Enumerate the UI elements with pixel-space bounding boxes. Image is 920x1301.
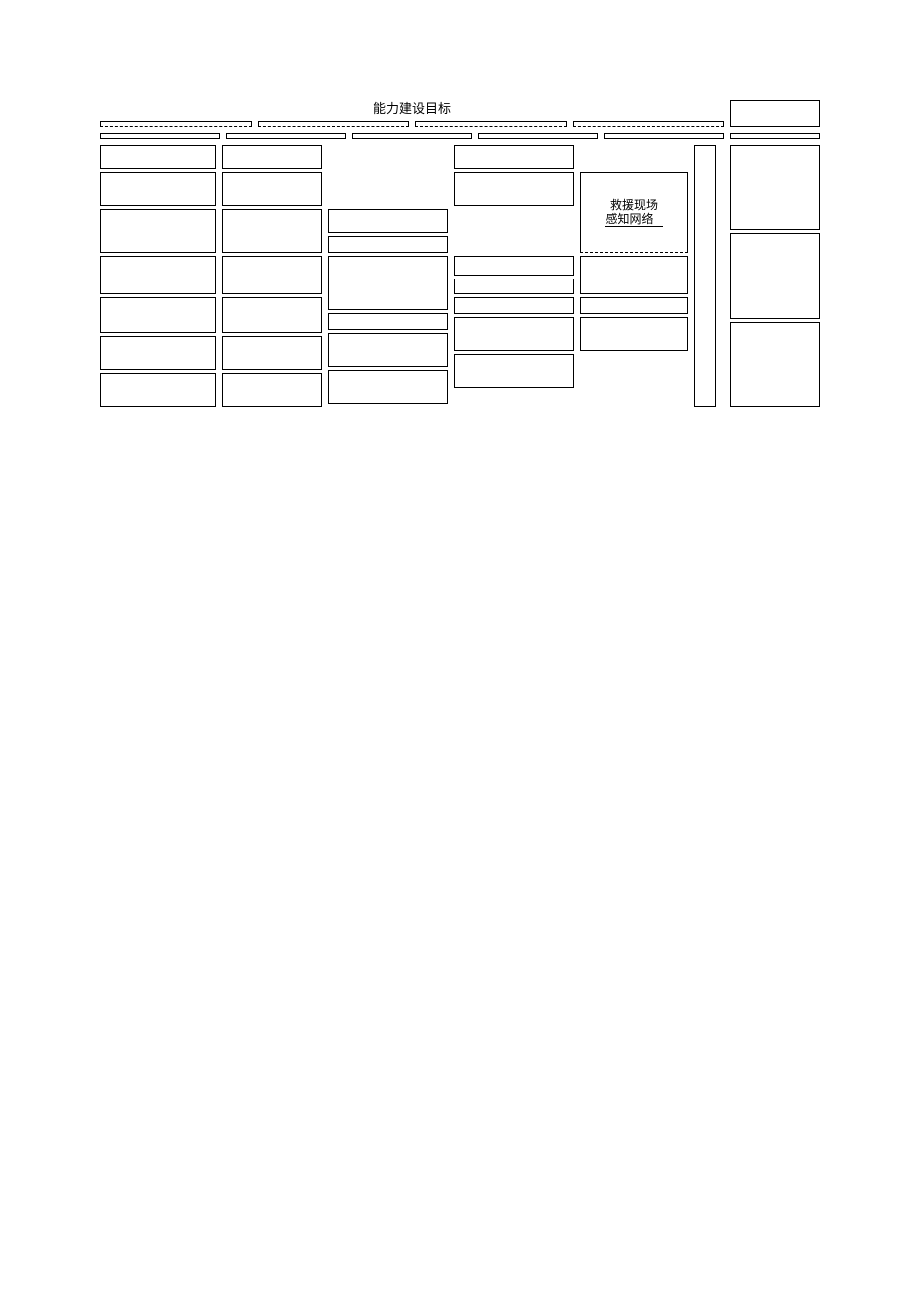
level-county (604, 133, 724, 139)
c3-d (328, 313, 448, 330)
c3-b (328, 236, 448, 253)
level-national (100, 133, 220, 139)
c1-c (100, 209, 216, 253)
c4-g (454, 354, 574, 388)
col-net4 (454, 145, 574, 407)
vert-label (694, 145, 716, 407)
goals-title: 能力建设目标 (100, 100, 724, 119)
framework-diagram: 能力建设目标 (100, 100, 820, 407)
c4-e (454, 297, 574, 314)
c1-g (100, 373, 216, 407)
level-province (352, 133, 472, 139)
c1-b (100, 172, 216, 206)
c4-a (454, 145, 574, 169)
c3-e (328, 333, 448, 367)
c5-d (580, 317, 688, 351)
c1-a (100, 145, 216, 169)
c2-b (222, 172, 322, 206)
c5-b (580, 256, 688, 294)
c2-f (222, 336, 322, 370)
c1-f (100, 336, 216, 370)
col-plan (222, 145, 322, 407)
col-net3 (328, 145, 448, 407)
c1-d (100, 256, 216, 294)
c3-a (328, 209, 448, 233)
side-r4 (730, 322, 820, 407)
c1-e (100, 297, 216, 333)
level-city (478, 133, 598, 139)
c4-b (454, 172, 574, 206)
side-principle (730, 133, 820, 139)
side-eval (730, 100, 820, 127)
goal-4 (573, 121, 725, 127)
side-r2 (730, 145, 820, 230)
c4-c (454, 256, 574, 276)
col-net5: 救援现场感知网络 (580, 145, 688, 407)
c2-c (222, 209, 322, 253)
goal-1 (100, 121, 252, 127)
level-region (226, 133, 346, 139)
c4-d (454, 279, 574, 294)
side-r3 (730, 233, 820, 318)
goal-2 (258, 121, 410, 127)
c3-c (328, 256, 448, 310)
goal-3 (415, 121, 567, 127)
col-force (100, 145, 216, 407)
c5-c (580, 297, 688, 314)
c2-g (222, 373, 322, 407)
c2-e (222, 297, 322, 333)
c3-f (328, 370, 448, 404)
c2-d (222, 256, 322, 294)
c4-f (454, 317, 574, 351)
col-vert (694, 145, 716, 407)
c2-a (222, 145, 322, 169)
c5-a: 救援现场感知网络 (580, 172, 688, 253)
